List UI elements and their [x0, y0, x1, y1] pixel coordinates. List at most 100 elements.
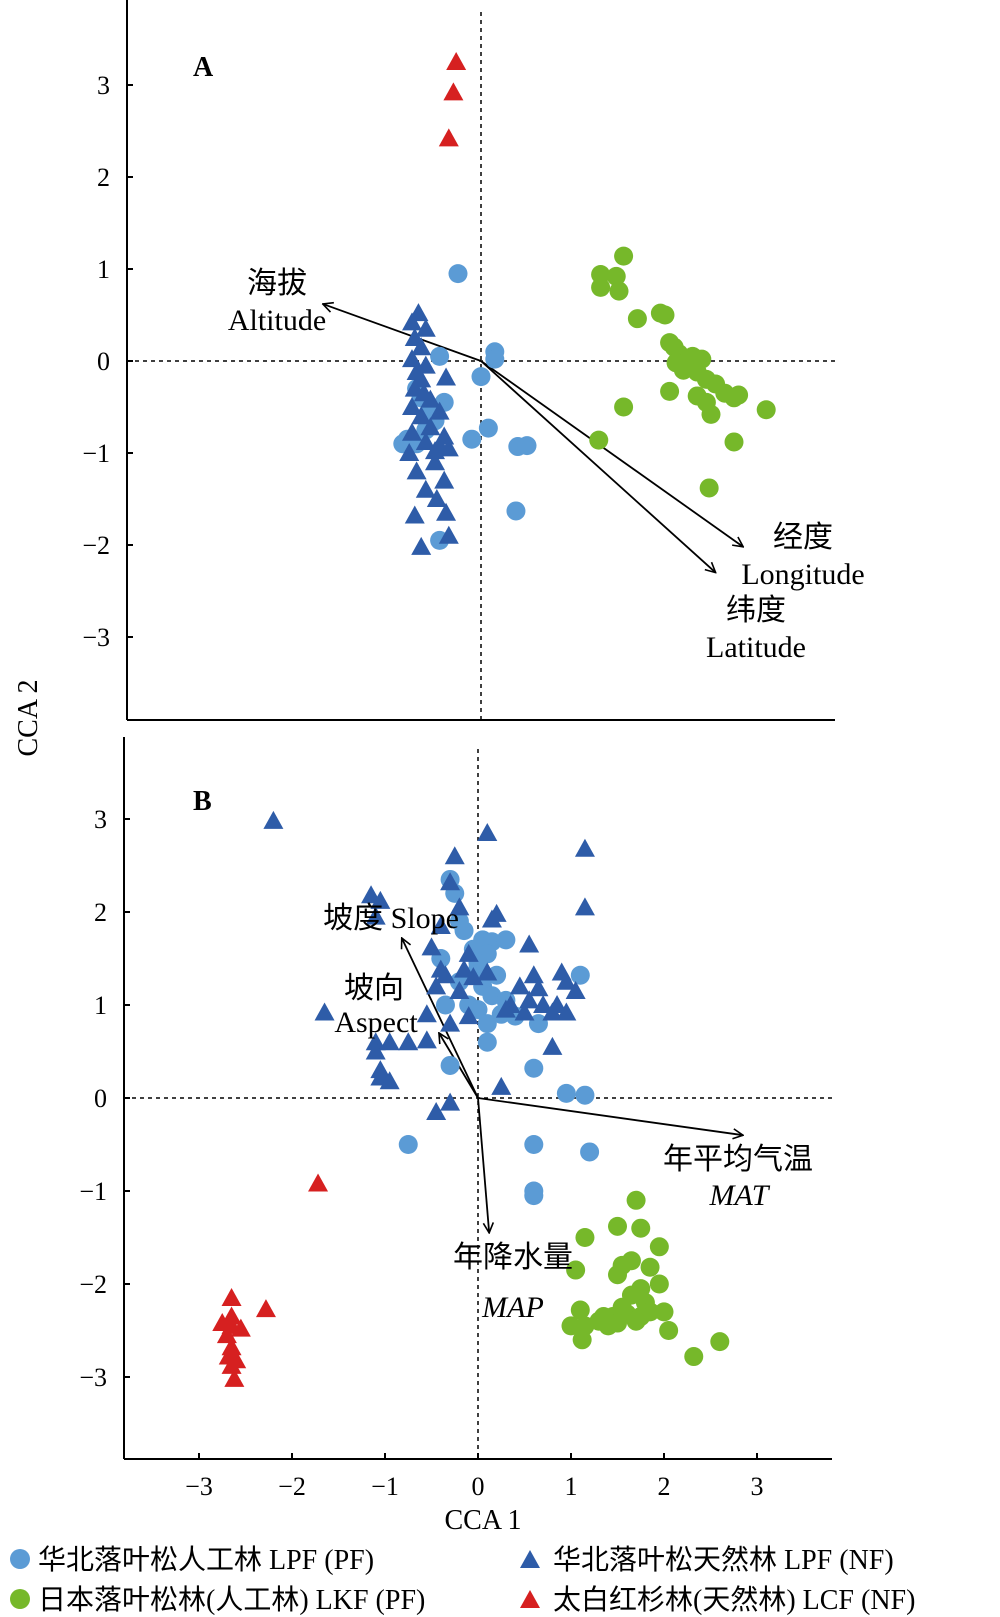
point-lkf-pf: [566, 1260, 586, 1280]
point-lpf-nf: [533, 995, 554, 1013]
vector-label-longitude-zh: 经度: [773, 521, 833, 554]
vector-label-latitude-en: Latitude: [706, 631, 806, 664]
point-lcf-nf: [255, 1299, 276, 1318]
vector-label-altitude-en: Altitude: [228, 304, 326, 337]
legend-marker-lkf-pf: [10, 1589, 30, 1609]
point-lcf-nf: [446, 52, 467, 70]
point-lcf-nf: [230, 1318, 251, 1337]
point-lpf-nf: [438, 438, 459, 457]
vector-arrow: [480, 360, 716, 573]
point-lkf-pf: [655, 305, 675, 325]
point-lcf-nf: [224, 1368, 245, 1387]
point-lpf-nf: [402, 312, 422, 331]
vector-label-mat-en: MAT: [709, 1179, 771, 1212]
point-lpf-nf: [458, 1006, 479, 1025]
vector-label-slope: 坡度 Slope: [323, 902, 459, 935]
y-axis-title: CCA 2: [13, 679, 44, 756]
point-lkf-pf: [699, 478, 719, 498]
point-lpf-nf: [486, 903, 507, 922]
point-lpf-nf: [415, 479, 436, 498]
point-lpf-pf: [478, 418, 498, 438]
point-lpf-nf: [425, 452, 445, 471]
point-lpf-nf: [434, 470, 455, 489]
point-lpf-pf: [556, 1083, 576, 1103]
point-lkf-pf: [640, 1257, 660, 1277]
point-lpf-nf: [509, 976, 530, 995]
point-lpf-pf: [580, 1142, 600, 1162]
point-lkf-pf: [649, 1237, 669, 1257]
point-lkf-pf: [606, 266, 626, 286]
point-lcf-nf: [221, 1287, 242, 1306]
point-lkf-pf: [626, 1190, 646, 1210]
point-lpf-nf: [365, 1032, 386, 1051]
vector-arrow: [323, 304, 482, 362]
point-lkf-pf: [660, 381, 680, 401]
point-lpf-pf: [430, 346, 450, 366]
panel-b-points: [212, 810, 730, 1387]
point-lpf-pf: [524, 1135, 544, 1154]
point-lpf-nf: [477, 962, 498, 981]
point-lpf-pf: [528, 1014, 548, 1034]
point-lpf-nf: [514, 1002, 535, 1021]
panel-a-vectors: [323, 304, 743, 573]
point-lkf-pf: [609, 281, 629, 301]
y-tick-label: −3: [79, 1363, 107, 1392]
point-lpf-nf: [477, 822, 498, 841]
point-lcf-nf: [221, 1355, 242, 1374]
point-lkf-pf: [673, 360, 693, 380]
vector-label-altitude-zh: 海拔: [247, 267, 307, 300]
point-lpf-nf: [420, 389, 441, 408]
point-lpf-nf: [430, 915, 451, 934]
vector-arrow: [477, 1097, 489, 1233]
point-lpf-nf: [421, 937, 442, 956]
point-lkf-pf: [684, 1347, 704, 1367]
point-lpf-nf: [425, 441, 445, 460]
vector-label-map-en: MAP: [481, 1291, 544, 1324]
legend-item-lpf-nf: 华北落叶松天然林 LPF (NF): [520, 1544, 894, 1576]
point-lcf-nf: [308, 1173, 329, 1192]
point-lpf-nf: [426, 1101, 447, 1120]
point-lpf-nf: [415, 318, 436, 337]
point-lcf-nf: [443, 82, 464, 101]
legend-label-lkf-pf: 日本落叶松林(人工林) LKF (PF): [38, 1584, 425, 1616]
point-lpf-nf: [449, 981, 470, 1000]
point-lkf-pf: [570, 1300, 590, 1320]
point-lpf-pf: [575, 1085, 595, 1105]
point-lkf-pf: [614, 397, 634, 417]
point-lpf-nf: [458, 943, 479, 962]
point-lpf-nf: [416, 1004, 437, 1023]
point-lpf-nf: [454, 959, 475, 978]
panel-b-y-ticks: −3 −2 −1 0 1 2 3: [79, 805, 130, 1392]
point-lpf-nf: [440, 872, 461, 891]
point-lpf-pf: [517, 436, 537, 456]
panel-a-points: [393, 52, 776, 555]
point-lkf-pf: [608, 1216, 627, 1236]
vector-label-latitude-zh: 纬度: [726, 594, 786, 627]
point-lpf-nf: [263, 810, 284, 829]
legend-marker-lpf-nf: [520, 1550, 540, 1568]
point-lkf-pf: [627, 309, 647, 329]
point-lkf-pf: [654, 1302, 674, 1322]
point-lcf-nf: [438, 128, 459, 147]
point-lpf-nf: [365, 906, 386, 925]
y-tick-label: 3: [97, 71, 110, 100]
point-lpf-pf: [524, 1186, 544, 1206]
legend: 华北落叶松人工林 LPF (PF) 华北落叶松天然林 LPF (NF) 日本落叶…: [10, 1544, 915, 1616]
point-lkf-pf: [598, 1316, 618, 1336]
x-tick-label: −2: [278, 1472, 306, 1501]
point-lpf-nf: [495, 999, 516, 1018]
point-lkf-pf: [701, 404, 721, 424]
y-tick-label: −2: [79, 1270, 107, 1299]
point-lpf-nf: [426, 976, 447, 995]
panel-a-label: A: [193, 52, 214, 83]
point-lkf-pf: [575, 1228, 595, 1247]
point-lkf-pf: [591, 277, 611, 297]
point-lkf-pf: [631, 1218, 651, 1238]
point-lkf-pf: [724, 432, 744, 452]
x-tick-label: 2: [658, 1472, 671, 1501]
vector-arrow: [477, 1097, 743, 1135]
vector-label-aspect-en: Aspect: [334, 1006, 418, 1039]
point-lpf-pf: [506, 501, 526, 521]
point-lpf-nf: [411, 406, 432, 425]
point-lpf-nf: [379, 1032, 400, 1051]
